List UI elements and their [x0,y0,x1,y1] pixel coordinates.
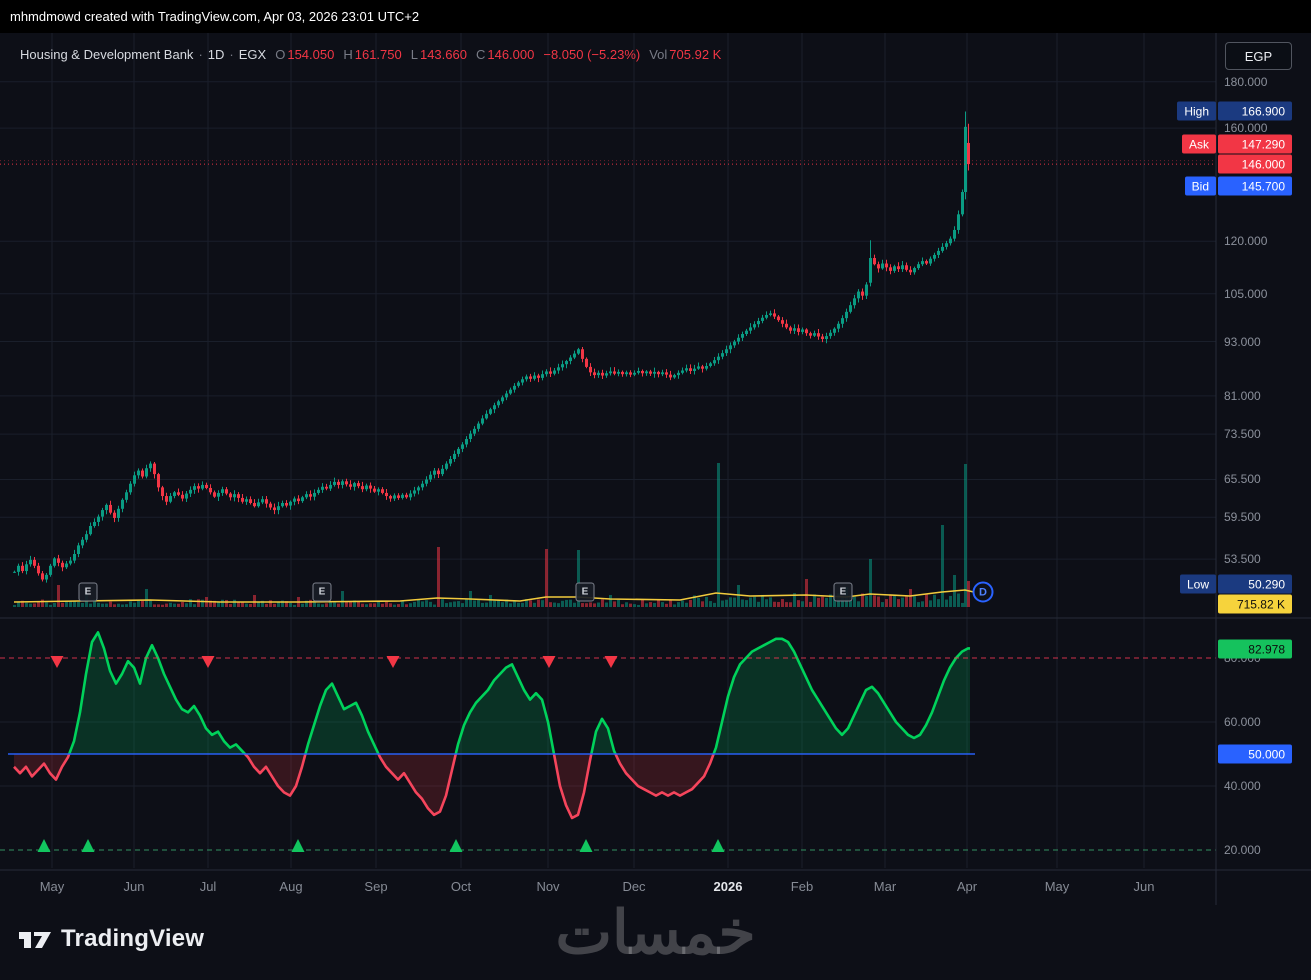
signal-markers [37,656,725,852]
time-label-jun: Jun [123,879,145,894]
indicator-plot [0,631,1216,851]
time-label-apr: Apr [956,879,978,894]
low-value: 143.660 [419,47,467,62]
share-credit-text: mhmdmowd created with TradingView.com, A… [10,9,420,24]
time-label-feb: Feb [790,879,814,894]
change-value: −8.050 (−5.23%) [543,47,641,62]
symbol-name[interactable]: Housing & Development Bank [20,47,194,62]
time-label-may: May [39,879,65,894]
low-label: L [410,47,418,62]
volume-value: 705.92 K [669,47,722,62]
d-badge[interactable]: D [972,581,994,603]
axis-tick: 53.500 [1224,552,1261,567]
indicator-value-badge: 82.978 [1218,639,1292,659]
time-label-sep: Sep [364,879,388,894]
close-value: 146.000 [487,47,535,62]
earnings-badge[interactable]: E [312,582,332,602]
volume-ma-badge: 715.82 K [1218,594,1292,614]
tradingview-logo-icon [19,932,51,948]
axis-tick: 60.000 [1224,715,1261,729]
time-label-oct: Oct [450,879,472,894]
axis-tick: 59.500 [1224,510,1261,525]
open-label: O [275,47,286,62]
earnings-badge[interactable]: E [575,582,595,602]
high-value: 161.750 [354,47,402,62]
time-axis[interactable] [0,870,1311,905]
time-label-jul: Jul [199,879,217,894]
time-label-2026: 2026 [713,879,743,894]
ask-badge: Ask 147.290 [1181,134,1292,154]
price-lines [0,160,1216,165]
open-value: 154.050 [287,47,335,62]
axis-tick: 180.000 [1224,74,1268,89]
tradingview-logo[interactable]: TradingView [18,924,204,954]
time-label-jun: Jun [1133,879,1155,894]
earnings-badge[interactable]: E [78,582,98,602]
high-label: H [343,47,353,62]
axis-tick: 160.000 [1224,121,1268,136]
last-price-badge: 146.000 [1218,154,1292,174]
legend-separator: · [229,47,234,62]
axis-tick: 65.500 [1224,472,1261,487]
pane-separators [0,33,1311,905]
volume-label: Vol [649,47,668,62]
currency-egp-button[interactable]: EGP [1225,42,1292,70]
time-label-mar: Mar [873,879,897,894]
time-label-aug: Aug [279,879,303,894]
time-label-dec: Dec [622,879,646,894]
watermark-text: خمسات [555,899,756,966]
axis-tick: 40.000 [1224,779,1261,793]
interval-label[interactable]: 1D [207,47,225,62]
close-label: C [475,47,486,62]
indicator-mid-badge: 50.000 [1218,744,1292,764]
axis-tick: 81.000 [1224,388,1261,403]
earnings-badge[interactable]: E [833,582,853,602]
legend-separator: · [198,47,203,62]
tradingview-brand-text: TradingView [61,925,205,952]
exchange-label[interactable]: EGX [238,47,267,62]
volume-bars [13,463,970,607]
time-label-nov: Nov [536,879,560,894]
bid-badge: Bid 145.700 [1184,176,1292,196]
share-topbar: mhmdmowd created with TradingView.com, A… [0,0,1311,33]
axis-tick: 20.000 [1224,843,1261,857]
candles [13,111,970,583]
axis-tick: 73.500 [1224,427,1261,442]
axis-tick: 105.000 [1224,286,1268,301]
low-badge: Low 50.290 [1179,574,1292,594]
axis-tick: 120.000 [1224,234,1268,249]
axis-tick: 93.000 [1224,334,1261,349]
high-badge: High 166.900 [1177,101,1292,121]
time-label-may: May [1044,879,1070,894]
